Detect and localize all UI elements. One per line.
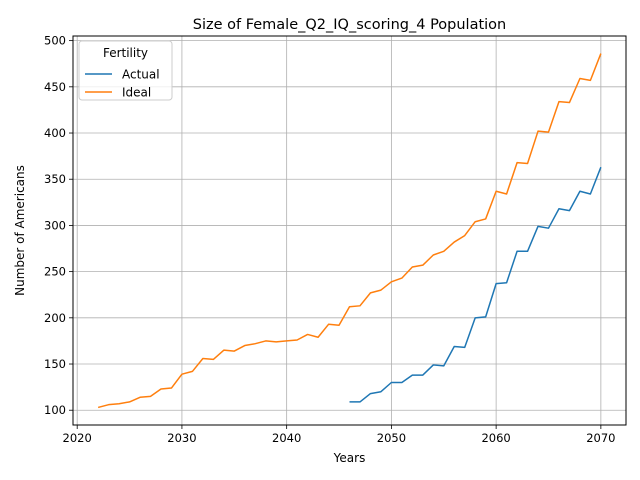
y-tick-label: 300 — [44, 218, 66, 232]
plot-frame — [72, 35, 627, 426]
y-tick-label: 400 — [44, 126, 66, 140]
x-tick-label: 2060 — [481, 431, 510, 445]
y-tick-label: 200 — [44, 311, 66, 325]
x-axis: 2020 2030 2040 2050 2060 2070 — [63, 425, 616, 445]
y-tick-label: 150 — [44, 357, 66, 371]
y-axis-label: Number of Americans — [13, 165, 27, 296]
x-tick-label: 2040 — [272, 431, 301, 445]
plot-area — [73, 36, 626, 425]
y-tick-label: 100 — [44, 403, 66, 417]
y-tick-label: 500 — [44, 34, 66, 48]
legend-title: Fertility — [103, 46, 148, 60]
chart-title: Size of Female_Q2_IQ_scoring_4 Populatio… — [193, 17, 507, 33]
x-tick-label: 2070 — [586, 431, 615, 445]
series-layer — [97, 53, 602, 409]
y-tick-label: 450 — [44, 80, 66, 94]
x-tick-label: 2050 — [377, 431, 406, 445]
y-axis: 100 150 200 250 300 350 400 450 500 — [44, 34, 73, 417]
legend-label-ideal: Ideal — [122, 86, 151, 100]
series-line-ideal — [97, 53, 602, 409]
x-tick-label: 2020 — [63, 431, 92, 445]
series-line-actual — [349, 166, 602, 403]
legend-label-actual: Actual — [122, 68, 160, 82]
x-tick-label: 2030 — [167, 431, 196, 445]
x-axis-label: Years — [333, 451, 366, 465]
legend-box — [78, 40, 173, 101]
grid-lines — [73, 36, 626, 425]
y-tick-label: 350 — [44, 172, 66, 186]
legend: Fertility Actual Ideal — [78, 40, 173, 101]
y-tick-label: 250 — [44, 265, 66, 279]
